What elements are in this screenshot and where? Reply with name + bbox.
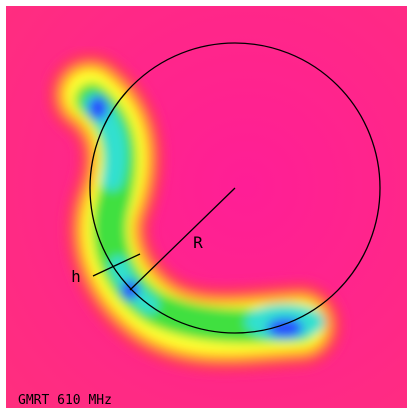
radius-label: R (193, 233, 203, 252)
caption: GMRT 610 MHz (18, 393, 112, 408)
height-label: h (71, 267, 81, 286)
fit-circle (89, 42, 381, 334)
radius-line (129, 187, 236, 291)
height-line (92, 253, 141, 277)
